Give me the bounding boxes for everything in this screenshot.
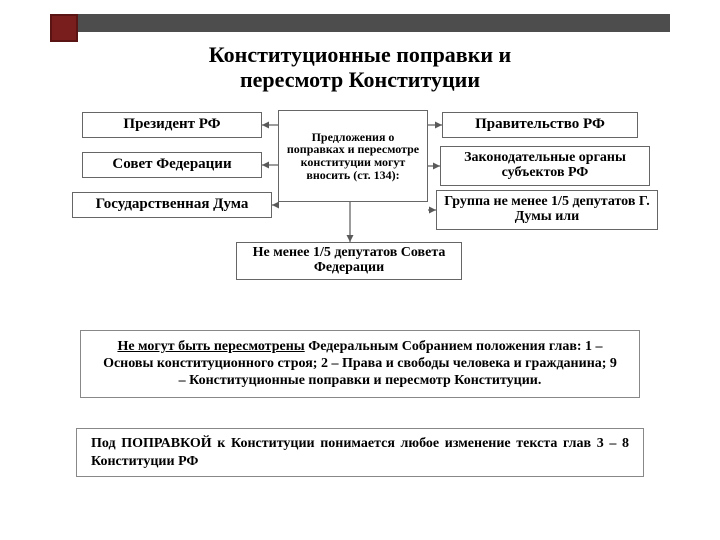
node-right3: Группа не менее 1/5 депутатов Г. Думы ил… — [436, 190, 658, 230]
note2-text: Под ПОПРАВКОЙ к Конституции понимается л… — [91, 436, 629, 469]
header-band — [50, 14, 670, 32]
node-left1: Президент РФ — [82, 112, 262, 138]
note-amendment-definition: Под ПОПРАВКОЙ к Конституции понимается л… — [76, 428, 644, 477]
page-title: Конституционные поправки и пересмотр Кон… — [0, 42, 720, 93]
title-line1: Конституционные поправки и — [209, 42, 511, 67]
node-right1: Правительство РФ — [442, 112, 638, 138]
note1-underlined: Не могут быть пересмотрены — [117, 339, 304, 354]
proposals-flowchart: Предложения о поправках и пересмотре кон… — [0, 100, 720, 330]
node-left2: Совет Федерации — [82, 152, 262, 178]
note-cannot-revise: Не могут быть пересмотрены Федеральным С… — [80, 330, 640, 398]
title-line2: пересмотр Конституции — [240, 67, 480, 92]
node-center: Предложения о поправках и пересмотре кон… — [278, 110, 428, 202]
node-bottom: Не менее 1/5 депутатов Совета Федерации — [236, 242, 462, 280]
node-right2: Законодательные органы субъектов РФ — [440, 146, 650, 186]
node-left3: Государственная Дума — [72, 192, 272, 218]
header-accent-block — [50, 14, 78, 42]
